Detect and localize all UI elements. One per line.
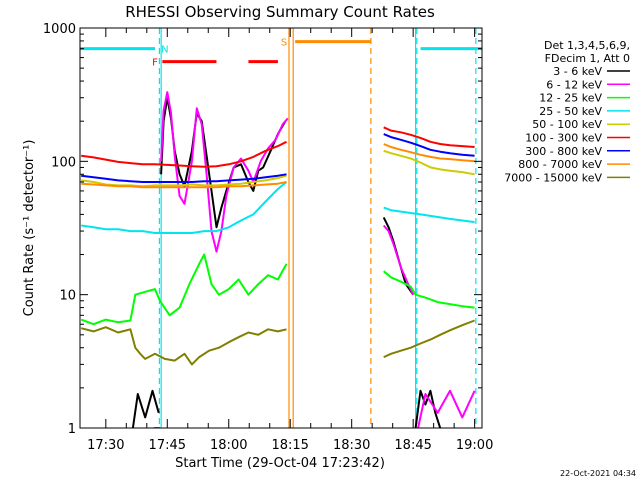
series-line — [160, 96, 287, 229]
legend-entry: 6 - 12 keV — [546, 78, 602, 91]
series-line — [382, 224, 415, 296]
y-tick-label: 1 — [68, 422, 76, 437]
legend-entry: 3 - 6 keV — [553, 65, 602, 78]
series-line — [383, 270, 475, 309]
y-axis: 1 10 100 1000 — [43, 22, 482, 437]
series-line — [81, 181, 287, 189]
legend-entry: 800 - 7000 keV — [518, 158, 602, 171]
series-5 — [81, 126, 475, 168]
y-tick-label: 10 — [59, 289, 76, 304]
x-tick-label: 19:00 — [456, 438, 493, 453]
y-axis-label: Count Rate (s⁻¹ detector⁻¹) — [22, 140, 37, 317]
x-axis: 17:30 17:45 18:00 18:15 18:30 18:45 19:00 — [87, 28, 493, 453]
series-line — [80, 253, 288, 326]
series-8 — [80, 319, 475, 366]
x-axis-label: Start Time (29-Oct-04 17:23:42) — [175, 456, 385, 471]
x-tick-label: 17:45 — [149, 438, 186, 453]
series-line — [383, 206, 475, 224]
series-2 — [80, 253, 475, 326]
observing-flag-bars: NF S — [80, 38, 482, 69]
x-tick-label: 17:30 — [87, 438, 124, 453]
legend-entry: 50 - 100 keV — [532, 118, 602, 131]
legend-entry: 300 - 800 keV — [525, 145, 602, 158]
x-tick-label: 18:15 — [271, 438, 308, 453]
series-line — [383, 126, 475, 148]
legend-header: Det 1,3,4,5,6,9, — [544, 39, 630, 52]
flag-label-S: S — [281, 38, 287, 49]
legend-entry: 7000 - 15000 keV — [504, 171, 602, 184]
event-marker-lines — [158, 28, 477, 428]
series-line — [383, 143, 475, 163]
series-line — [80, 326, 287, 366]
legend: Det 1,3,4,5,6,9,FDecim 1, Att 03 - 6 keV… — [504, 39, 630, 184]
series-line — [383, 133, 475, 157]
flag-label-N: N — [161, 45, 168, 56]
x-tick-label: 18:00 — [210, 438, 247, 453]
series-6 — [81, 133, 475, 183]
legend-entry: 12 - 25 keV — [539, 92, 602, 105]
series-7 — [81, 143, 475, 189]
series-line — [81, 173, 287, 183]
series-layer — [80, 91, 476, 428]
plot-frame — [79, 27, 483, 429]
chart-title: RHESSI Observing Summary Count Rates — [125, 3, 435, 21]
series-line — [131, 389, 160, 428]
series-line — [417, 389, 476, 428]
legend-entry: 25 - 50 keV — [539, 105, 602, 118]
series-line — [383, 149, 475, 176]
legend-header: FDecim 1, Att 0 — [545, 52, 630, 65]
timestamp: 22-Oct-2021 04:34 — [560, 469, 636, 478]
series-3 — [81, 181, 475, 234]
series-line — [81, 140, 287, 168]
x-tick-label: 18:30 — [333, 438, 370, 453]
series-line — [383, 319, 475, 359]
x-tick-label: 18:45 — [394, 438, 431, 453]
series-line — [160, 91, 289, 253]
legend-entry: 100 - 300 keV — [525, 132, 602, 145]
series-line — [81, 181, 288, 234]
flag-label-F: F — [152, 58, 158, 69]
y-tick-label: 100 — [51, 155, 76, 170]
y-tick-label: 1000 — [43, 22, 76, 37]
